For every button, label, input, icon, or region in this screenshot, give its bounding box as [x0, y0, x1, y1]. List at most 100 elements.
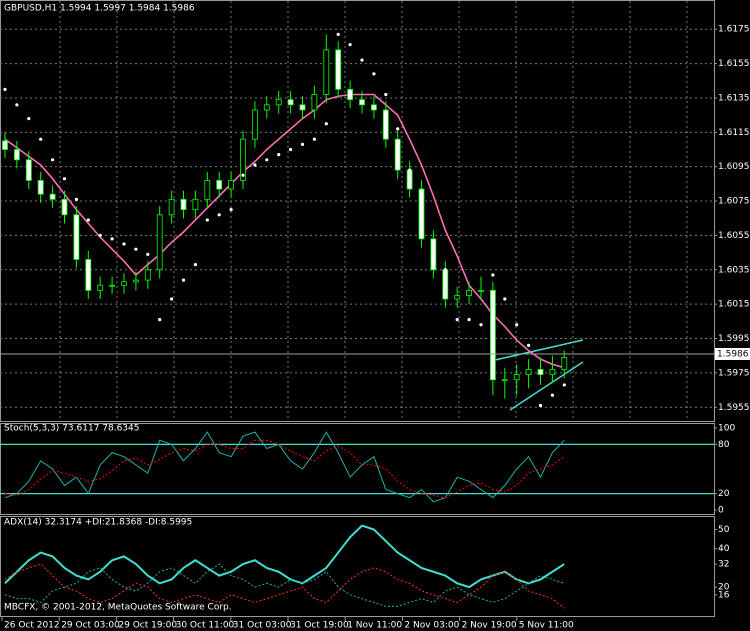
- candle-body: [121, 281, 127, 286]
- candle-body: [13, 149, 20, 161]
- sar-dot: [515, 323, 519, 327]
- candle-body: [501, 379, 508, 382]
- panel-title: ADX(14) 32.3174 +DI:21.8368 -DI:8.5995: [4, 518, 192, 528]
- sar-dot: [360, 58, 364, 62]
- candle-body: [97, 284, 104, 291]
- sar-dot: [277, 153, 281, 157]
- x-tick-label: 26 Oct 2012: [4, 621, 60, 631]
- candle-body: [275, 99, 282, 106]
- candle-body: [144, 269, 151, 281]
- candle-body: [489, 290, 496, 381]
- sar-dot: [396, 127, 400, 131]
- candle-body: [430, 238, 437, 271]
- y-tick-label: 32: [718, 560, 729, 570]
- sar-dot: [110, 237, 114, 241]
- candle-body: [406, 169, 413, 190]
- y-tick-label: 20: [718, 583, 730, 593]
- sar-dot: [146, 252, 150, 256]
- sar-dot: [39, 137, 43, 141]
- candle-body: [132, 279, 139, 283]
- x-tick-label: 31 Oct 03:00: [233, 621, 292, 631]
- candle-body: [287, 99, 294, 106]
- sar-dot: [51, 158, 55, 162]
- sar-dot: [324, 122, 328, 126]
- candle-body: [394, 138, 401, 171]
- sar-dot: [538, 403, 543, 408]
- x-tick-label: 1 Nov 11:00: [347, 621, 402, 631]
- candle-body: [251, 109, 258, 140]
- candle-body: [311, 94, 318, 111]
- indicator-line: [4, 563, 565, 609]
- x-tick-label: 30 Oct 11:00: [176, 621, 235, 631]
- panel-title: GBPUSD,H1 1.5994 1.5997 1.5984 1.5986: [4, 4, 195, 14]
- candle-body: [73, 214, 80, 260]
- y-tick-label: 1.6135: [718, 93, 750, 103]
- candle-body: [335, 49, 342, 90]
- y-tick-label: 1.5995: [718, 334, 750, 344]
- sar-dot: [170, 297, 174, 301]
- sar-dot: [15, 103, 19, 107]
- candle-body: [323, 49, 330, 95]
- watermark: MBCFX, © 2001-2012, MetaQuotes Software …: [4, 603, 232, 613]
- indicator-line: [4, 524, 565, 589]
- sar-dot: [491, 273, 495, 277]
- candle-body: [109, 284, 115, 287]
- sar-dot: [562, 383, 566, 387]
- sar-dot: [348, 43, 352, 47]
- x-tick-label: 29 Oct 03:00: [61, 621, 120, 631]
- candle-body: [561, 357, 568, 370]
- candle-body: [2, 140, 8, 150]
- adx-frame: [0, 516, 715, 617]
- y-tick-label: 1.6175: [718, 25, 750, 35]
- x-tick-label: 2 Nov 03:00: [404, 621, 459, 631]
- sar-dot: [408, 168, 412, 172]
- x-tick-label: 5 Nov 11:00: [519, 621, 574, 631]
- sar-dot: [3, 87, 7, 91]
- sar-dot: [217, 213, 221, 217]
- sar-dot: [419, 208, 424, 212]
- y-tick-label: 1.5975: [718, 368, 750, 378]
- sar-dot: [372, 72, 376, 76]
- sar-dot: [86, 218, 90, 222]
- y-tick-label: 1.5955: [718, 403, 750, 413]
- candle-body: [382, 109, 389, 140]
- channel-lower: [509, 361, 584, 411]
- candle-body: [347, 88, 354, 101]
- candle-body: [228, 180, 235, 190]
- y-tick-label: 1.6055: [718, 231, 750, 241]
- stoch-frame: [0, 423, 715, 515]
- y-tick-label: 1.6035: [718, 265, 750, 275]
- candle-body: [466, 290, 473, 296]
- sar-dot: [503, 297, 507, 301]
- sar-dot: [158, 318, 162, 322]
- candle-body: [549, 369, 556, 376]
- sar-dot: [62, 177, 67, 181]
- y-tick-label: 80: [718, 440, 730, 450]
- candle-body: [442, 269, 449, 300]
- candle-body: [37, 180, 44, 195]
- candle-body: [61, 198, 68, 216]
- candle-body: [418, 188, 425, 240]
- y-tick-label: 50: [718, 525, 730, 535]
- candle-body: [168, 198, 175, 216]
- candle-body: [240, 138, 246, 181]
- indicator-line: [4, 563, 565, 607]
- sar-dot: [253, 163, 257, 167]
- sar-dot: [443, 268, 447, 272]
- candle-body: [513, 374, 520, 381]
- sar-dot: [384, 92, 388, 97]
- sar-dot: [98, 233, 102, 238]
- sar-dot: [181, 278, 186, 282]
- candle-body: [25, 159, 32, 181]
- y-tick-label: 1.6015: [718, 300, 750, 310]
- main-frame: [0, 0, 715, 422]
- y-tick-label: 16: [718, 590, 730, 600]
- sar-dot: [479, 323, 483, 327]
- candle-body: [359, 99, 365, 106]
- sar-dot: [205, 218, 209, 222]
- sar-dot: [550, 393, 555, 397]
- sar-dot: [122, 242, 126, 246]
- candle-body: [525, 369, 532, 376]
- y-tick-label: 100: [718, 424, 735, 434]
